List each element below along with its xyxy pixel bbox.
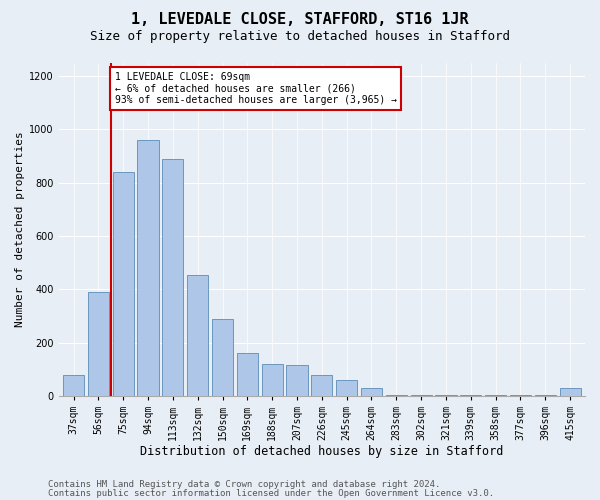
Text: Contains public sector information licensed under the Open Government Licence v3: Contains public sector information licen… bbox=[48, 488, 494, 498]
Bar bbox=[361, 388, 382, 396]
Bar bbox=[113, 172, 134, 396]
Bar bbox=[212, 318, 233, 396]
X-axis label: Distribution of detached houses by size in Stafford: Distribution of detached houses by size … bbox=[140, 444, 503, 458]
Text: 1, LEVEDALE CLOSE, STAFFORD, ST16 1JR: 1, LEVEDALE CLOSE, STAFFORD, ST16 1JR bbox=[131, 12, 469, 28]
Bar bbox=[336, 380, 357, 396]
Bar bbox=[137, 140, 158, 396]
Bar bbox=[535, 394, 556, 396]
Text: 1 LEVEDALE CLOSE: 69sqm
← 6% of detached houses are smaller (266)
93% of semi-de: 1 LEVEDALE CLOSE: 69sqm ← 6% of detached… bbox=[115, 72, 397, 105]
Bar bbox=[485, 394, 506, 396]
Bar bbox=[88, 292, 109, 396]
Bar bbox=[187, 274, 208, 396]
Bar bbox=[262, 364, 283, 396]
Bar bbox=[311, 374, 332, 396]
Bar bbox=[510, 394, 531, 396]
Y-axis label: Number of detached properties: Number of detached properties bbox=[15, 132, 25, 327]
Bar bbox=[386, 394, 407, 396]
Bar bbox=[460, 394, 481, 396]
Bar bbox=[163, 158, 184, 396]
Bar bbox=[436, 394, 457, 396]
Bar bbox=[410, 394, 431, 396]
Bar bbox=[286, 366, 308, 396]
Text: Contains HM Land Registry data © Crown copyright and database right 2024.: Contains HM Land Registry data © Crown c… bbox=[48, 480, 440, 489]
Text: Size of property relative to detached houses in Stafford: Size of property relative to detached ho… bbox=[90, 30, 510, 43]
Bar bbox=[63, 374, 84, 396]
Bar bbox=[237, 354, 258, 396]
Bar bbox=[560, 388, 581, 396]
